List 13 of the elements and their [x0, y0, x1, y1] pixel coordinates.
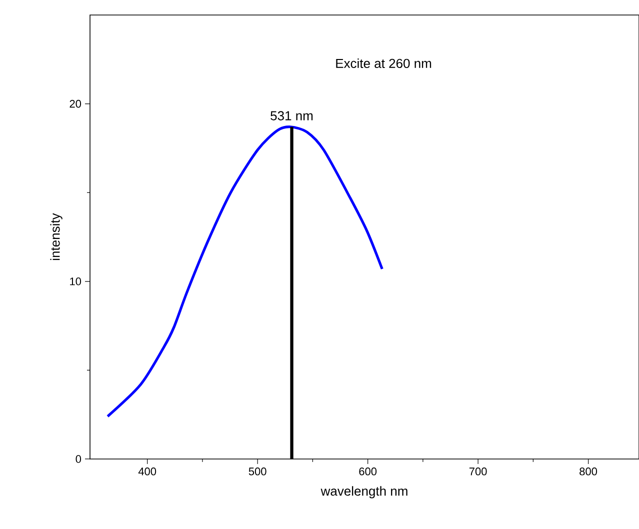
y-tick-label: 10: [70, 278, 82, 286]
x-tick-label: 600: [359, 468, 377, 476]
x-tick-label: 700: [469, 468, 487, 476]
x-tick-label: 400: [138, 468, 156, 476]
x-tick-label: 800: [580, 468, 598, 476]
x-axis-title: wavelength nm: [320, 486, 408, 498]
x-tick-label: 500: [248, 468, 266, 476]
annotation: Excite at 260 nm: [336, 58, 432, 68]
annotation: 531 nm: [270, 111, 313, 120]
y-tick-label: 20: [70, 100, 82, 108]
y-tick-label: 0: [76, 455, 82, 463]
line-series: [106, 126, 384, 418]
y-axis-title: intensity: [50, 213, 62, 260]
